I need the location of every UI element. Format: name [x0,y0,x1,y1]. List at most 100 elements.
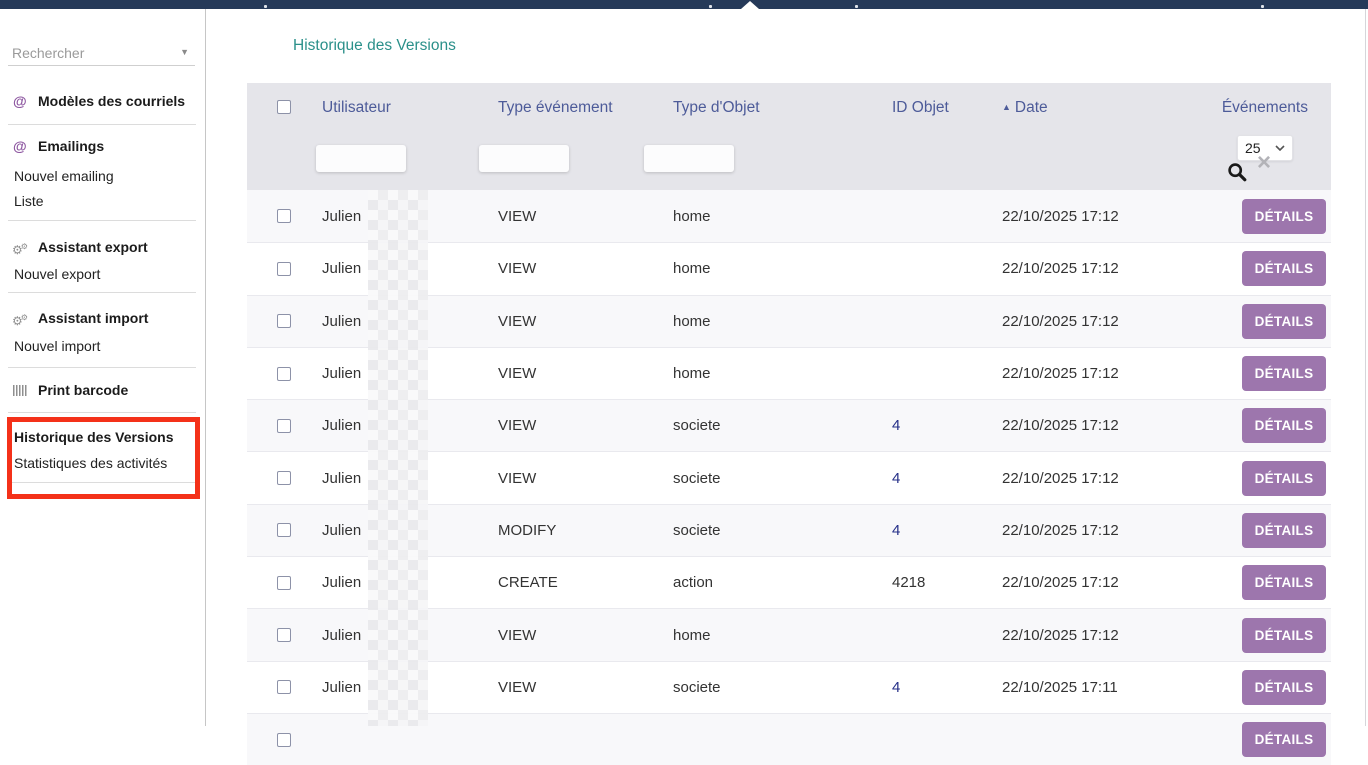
select-all-checkbox[interactable] [277,100,291,114]
filter-type-evenement-input[interactable] [479,145,569,172]
sidebar-item-historique-versions[interactable]: Historique des Versions [0,427,205,447]
top-navbar [0,0,1368,9]
sidebar-item-statistiques-activites[interactable]: Statistiques des activités [0,453,205,473]
details-button[interactable]: DÉTAILS [1242,198,1326,234]
chevron-down-icon[interactable]: ▼ [180,47,189,57]
column-header-evenements: Événements [1221,99,1308,116]
cell-date: 22/10/2025 17:12 [1002,417,1119,435]
sidebar-item-label: Assistant import [38,310,149,326]
page-size-value: 25 [1245,140,1261,156]
cell-id-objet: 4218 [892,574,926,592]
cell-date: 22/10/2025 17:12 [1002,312,1119,330]
at-icon: @ [13,138,27,154]
cell-date: 22/10/2025 17:12 [1002,260,1119,278]
sidebar-divider [8,124,196,125]
cell-type-objet: action [673,574,714,592]
events-table: Utilisateur Type événement Type d'Objet … [247,83,1331,765]
details-button[interactable]: DÉTAILS [1242,669,1326,705]
cell-type-evenement: VIEW [498,626,537,644]
column-header-type-evenement[interactable]: Type événement [498,99,613,116]
cell-utilisateur: Julien [322,521,362,539]
filter-utilisateur-input[interactable] [316,145,406,172]
sidebar-divider [8,220,196,221]
details-button[interactable]: DÉTAILS [1242,303,1326,339]
sidebar-divider [8,367,196,368]
column-header-id-objet[interactable]: ID Objet [892,99,949,116]
cell-type-evenement: VIEW [498,207,537,225]
sidebar-item-label: Historique des Versions [14,429,174,445]
filter-type-objet-input[interactable] [644,145,734,172]
sidebar-item-print-barcode[interactable]: Print barcode [0,380,205,400]
cell-id-objet-link[interactable]: 4 [892,678,901,696]
cell-type-evenement: CREATE [498,574,558,592]
details-button[interactable]: DÉTAILS [1242,617,1326,653]
cell-type-objet: home [673,207,711,225]
page-title: Historique des Versions [293,37,456,54]
sidebar-divider [8,292,196,293]
row-checkbox[interactable] [277,314,291,329]
cell-utilisateur: Julien [322,626,362,644]
column-header-utilisateur[interactable]: Utilisateur [322,99,391,116]
details-button[interactable]: DÉTAILS [1242,460,1326,496]
cell-type-objet: home [673,365,711,383]
row-checkbox[interactable] [277,366,291,381]
cell-utilisateur: Julien [322,417,362,435]
cell-utilisateur: Julien [322,207,362,225]
details-button[interactable]: DÉTAILS [1242,722,1326,758]
cell-utilisateur: Julien [322,574,362,592]
cell-date: 22/10/2025 17:12 [1002,574,1119,592]
cell-type-objet: societe [673,521,721,539]
row-checkbox[interactable] [277,575,291,590]
navbar-text-fragment [1261,5,1264,8]
cell-type-objet: home [673,312,711,330]
row-checkbox[interactable] [277,680,291,695]
column-header-type-objet[interactable]: Type d'Objet [673,99,760,116]
sidebar-item-assistant-export[interactable]: ⚙⚙ Assistant export [0,237,205,257]
sidebar-item-label: Nouvel emailing [14,168,114,184]
row-checkbox[interactable] [277,732,291,747]
sidebar-divider [12,482,195,483]
sidebar-divider [8,412,196,413]
sidebar-item-emailings[interactable]: @ Emailings [0,136,205,156]
cell-id-objet-link[interactable]: 4 [892,469,901,487]
sidebar-item-nouvel-import[interactable]: Nouvel import [0,336,205,356]
page-size-select[interactable]: 25 [1237,135,1293,161]
clear-filters-icon[interactable]: × [1256,149,1271,176]
cell-type-evenement: MODIFY [498,521,557,539]
row-checkbox[interactable] [277,209,291,224]
cell-type-objet: societe [673,678,721,696]
column-header-date[interactable]: ▲ Date [1002,99,1048,117]
details-button[interactable]: DÉTAILS [1242,356,1326,392]
row-checkbox[interactable] [277,261,291,276]
sidebar-item-modeles-courriels[interactable]: @ Modèles des courriels [0,91,205,111]
details-button[interactable]: DÉTAILS [1242,512,1326,548]
cell-date: 22/10/2025 17:11 [1002,678,1118,696]
sidebar-item-nouvel-export[interactable]: Nouvel export [0,264,205,284]
search-icon[interactable] [1227,162,1247,182]
cell-id-objet-link[interactable]: 4 [892,521,901,539]
cell-type-evenement: VIEW [498,260,537,278]
table-header: Utilisateur Type événement Type d'Objet … [247,83,1331,190]
details-button[interactable]: DÉTAILS [1242,565,1326,601]
cell-id-objet-link[interactable]: 4 [892,417,901,435]
row-checkbox[interactable] [277,628,291,643]
details-button[interactable]: DÉTAILS [1242,408,1326,444]
sidebar-item-label: Statistiques des activités [14,455,168,471]
sidebar-item-assistant-import[interactable]: ⚙⚙ Assistant import [0,308,205,328]
row-checkbox[interactable] [277,471,291,486]
row-checkbox[interactable] [277,523,291,538]
row-checkbox[interactable] [277,418,291,433]
cell-type-evenement: VIEW [498,312,537,330]
gears-icon: ⚙⚙ [12,313,28,328]
cell-utilisateur: Julien [322,469,362,487]
details-button[interactable]: DÉTAILS [1242,251,1326,287]
sidebar-item-nouvel-emailing[interactable]: Nouvel emailing [0,166,205,186]
sidebar-search: ▼ [8,39,195,66]
cell-type-objet: societe [673,417,721,435]
navbar-text-fragment [264,5,267,8]
cell-date: 22/10/2025 17:12 [1002,207,1119,225]
sidebar-search-input[interactable] [10,42,174,64]
at-icon: @ [13,93,27,109]
sidebar-item-liste[interactable]: Liste [0,191,205,211]
cell-type-evenement: VIEW [498,678,537,696]
